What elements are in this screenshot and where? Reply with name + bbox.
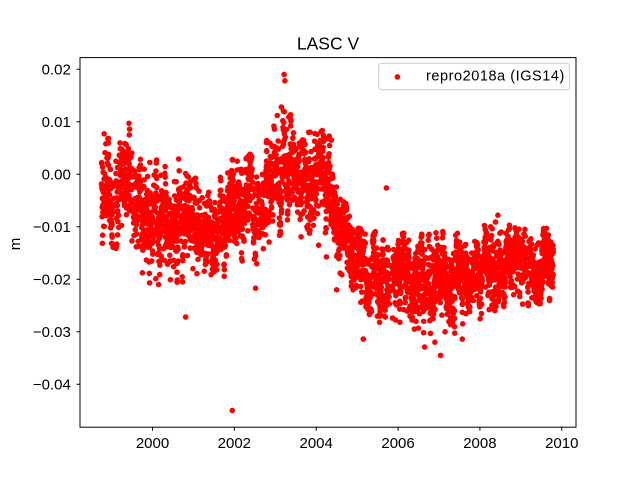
svg-text:2010: 2010 (545, 435, 578, 452)
svg-text:0.00: 0.00 (42, 167, 71, 184)
svg-text:−0.04: −0.04 (33, 377, 71, 394)
svg-text:0.01: 0.01 (42, 114, 71, 131)
svg-text:2002: 2002 (218, 435, 251, 452)
svg-text:−0.03: −0.03 (33, 324, 71, 341)
svg-text:LASC V: LASC V (297, 34, 360, 54)
svg-text:repro2018a (IGS14): repro2018a (IGS14) (426, 69, 565, 85)
svg-text:m: m (7, 238, 24, 251)
svg-text:2006: 2006 (381, 435, 414, 452)
svg-text:2000: 2000 (136, 435, 169, 452)
svg-text:−0.02: −0.02 (33, 272, 71, 289)
svg-text:2004: 2004 (300, 435, 333, 452)
svg-text:−0.01: −0.01 (33, 219, 71, 236)
svg-text:2008: 2008 (463, 435, 496, 452)
svg-text:0.02: 0.02 (42, 62, 71, 79)
